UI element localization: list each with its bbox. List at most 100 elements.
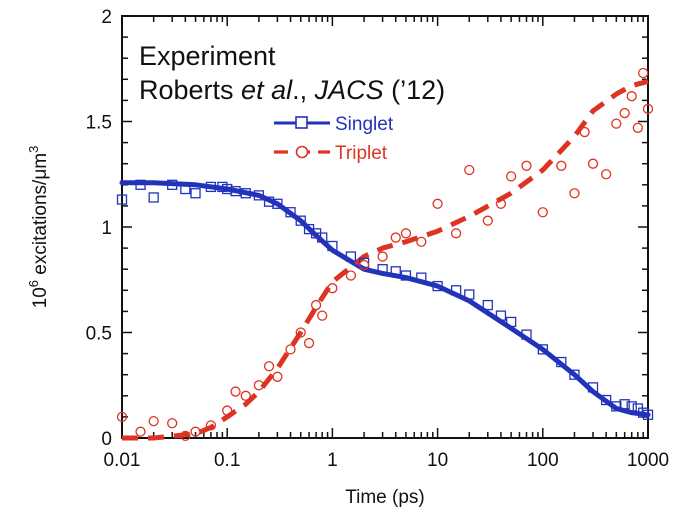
x-tick-label: 100 [527, 450, 559, 471]
triplet-data-point [285, 344, 296, 355]
legend-singlet-marker [295, 116, 308, 129]
singlet-data-point [345, 251, 357, 262]
legend: Singlet Triplet [274, 114, 394, 164]
annotation-ref-journal: JACS [314, 75, 384, 105]
triplet-data-point [600, 169, 612, 180]
singlet-data-point [180, 183, 191, 195]
singlet-data-point [619, 399, 630, 410]
triplet-data-point [180, 430, 191, 442]
annotation-reference: Roberts et al., JACS (’12) [139, 75, 445, 105]
triplet-data-point [205, 420, 217, 431]
y-axis-label-base: 10 [30, 287, 51, 308]
annotation-ref-year: (’12) [384, 75, 446, 105]
singlet-data-point [327, 240, 338, 252]
triplet-fit-line [122, 78, 649, 441]
singlet-data-point [377, 264, 388, 275]
annotation-ref-etal: et al [241, 75, 293, 105]
triplet-data-point [377, 251, 388, 262]
singlet-data-point [135, 179, 146, 190]
triplet-data-point [116, 411, 128, 423]
y-axis-label-sup: 6 [26, 280, 41, 287]
triplet-data-point [482, 215, 493, 226]
data-markers [116, 67, 654, 442]
triplet-data-point [505, 171, 517, 182]
singlet-data-point [222, 183, 233, 195]
triplet-data-point [263, 361, 275, 372]
triplet-data-point [358, 259, 370, 271]
triplet-data-point [587, 158, 599, 169]
singlet-data-point [587, 382, 599, 393]
y-axis-label-sup2: 3 [26, 146, 41, 153]
singlet-data-point [205, 181, 217, 193]
triplet-data-point [638, 67, 649, 79]
axis-ticks [121, 15, 648, 439]
singlet-data-point [495, 310, 507, 321]
singlet-data-point [432, 280, 443, 292]
singlet-data-point [569, 369, 580, 380]
triplet-data-point [495, 198, 507, 209]
singlet-fit-line [119, 180, 651, 418]
axis-tick-labels: 0.01 0.1 1 10 100 1000 0 0.5 1 1.5 2 [86, 7, 670, 471]
triplet-data-point [632, 122, 643, 133]
singlet-data-point [167, 179, 178, 190]
singlet-data-point [116, 194, 128, 205]
triplet-data-point [400, 228, 412, 239]
singlet-data-point [416, 272, 427, 283]
annotation-ref-author: Roberts [139, 75, 241, 105]
y-tick-label: 0 [101, 429, 112, 450]
annotation-experiment: Experiment [139, 41, 276, 71]
y-axis-label: 106 excitations/μm3 [26, 146, 51, 309]
x-tick-label: 1000 [627, 450, 669, 471]
triplet-data-point [556, 160, 567, 171]
singlet-data-point [263, 196, 275, 207]
triplet-data-point [240, 390, 251, 401]
triplet-data-point [190, 426, 201, 437]
triplet-data-point [310, 299, 322, 311]
y-tick-label: 1 [101, 218, 112, 239]
triplet-data-point [464, 164, 475, 176]
singlet-data-point [521, 329, 532, 340]
y-tick-label: 0.5 [86, 324, 112, 345]
singlet-data-point [600, 394, 612, 406]
triplet-data-point [537, 207, 548, 218]
singlet-data-point [482, 299, 493, 311]
x-axis-label: Time (ps) [345, 487, 425, 508]
singlet-data-point [295, 215, 306, 226]
singlet-data-point [464, 289, 475, 300]
triplet-data-point [569, 188, 580, 199]
triplet-data-point [295, 327, 306, 338]
triplet-data-point [135, 426, 146, 437]
singlet-data-point [642, 409, 654, 420]
triplet-data-point [432, 198, 443, 209]
singlet-data-point [190, 188, 201, 199]
triplet-data-point [272, 371, 283, 382]
singlet-data-point [272, 198, 283, 209]
x-tick-label: 0.1 [214, 450, 240, 471]
triplet-data-point [619, 107, 630, 119]
triplet-data-point [317, 310, 328, 321]
singlet-data-point [400, 270, 412, 281]
triplet-data-point [230, 386, 241, 397]
triplet-data-point [222, 405, 233, 416]
singlet-data-point [450, 285, 462, 296]
y-tick-label: 2 [101, 7, 112, 28]
triplet-data-point [521, 160, 532, 171]
triplet-data-point [642, 103, 654, 114]
triplet-data-point [167, 418, 178, 429]
y-axis-label-unit: excitations/μm [30, 153, 51, 280]
singlet-data-point [611, 401, 622, 412]
x-tick-label: 1 [327, 450, 338, 471]
annotation-ref-sep: ., [292, 75, 315, 105]
x-tick-label: 10 [427, 450, 448, 471]
triplet-data-point [345, 270, 357, 281]
singlet-data-point [230, 185, 241, 197]
triplet-data-point [390, 232, 401, 243]
legend-triplet-label: Triplet [335, 143, 388, 164]
singlet-data-point [505, 316, 517, 328]
triplet-data-point [579, 126, 590, 138]
legend-singlet-label: Singlet [335, 114, 394, 135]
triplet-data-point [148, 415, 159, 427]
triplet-data-point [450, 228, 462, 239]
triplet-data-point [416, 236, 427, 247]
